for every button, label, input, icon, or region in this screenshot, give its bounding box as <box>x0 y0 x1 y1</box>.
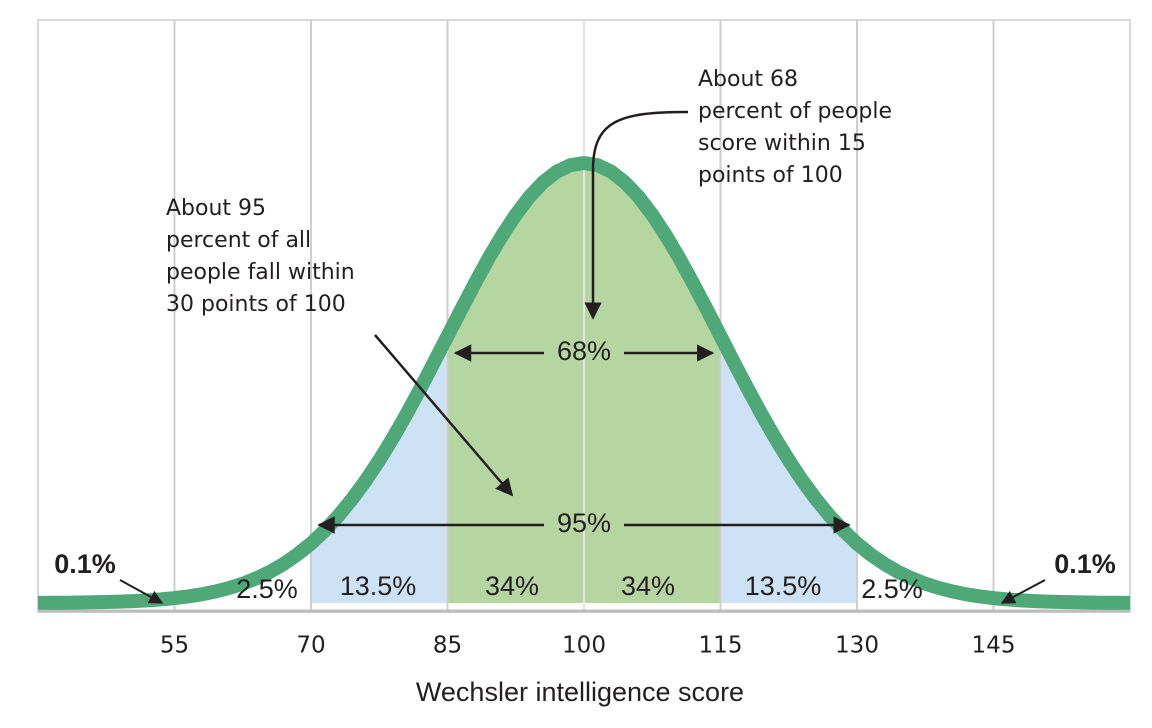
region <box>857 543 994 603</box>
region-label: 0.1% <box>54 549 116 579</box>
annotation: percent of all <box>166 228 311 253</box>
bracket-label: 68% <box>557 336 611 366</box>
x-axis-label: Wechsler intelligence score <box>416 677 744 707</box>
region-label: 2.5% <box>236 574 298 604</box>
pointer-arrow <box>119 579 164 604</box>
region-label: 0.1% <box>1054 549 1116 579</box>
x-tick-label: 70 <box>296 633 325 659</box>
x-tick-label: 85 <box>433 633 462 659</box>
annotation: points of 100 <box>698 163 843 188</box>
annotation-arrow <box>374 334 514 497</box>
annotation-arrow <box>584 110 689 320</box>
x-tick-label: 130 <box>835 633 879 659</box>
bracket-label: 95% <box>557 508 611 538</box>
annotation: percent of people <box>698 99 892 124</box>
region-label: 2.5% <box>861 574 923 604</box>
x-tick-label: 100 <box>562 633 606 659</box>
annotation: people fall within <box>166 260 355 285</box>
x-tick-label: 115 <box>699 633 743 659</box>
annotation: score within 15 <box>698 131 866 156</box>
x-tick-label: 145 <box>972 633 1016 659</box>
region-label: 13.5% <box>745 571 822 601</box>
region-label: 34% <box>485 571 539 601</box>
region <box>174 543 311 603</box>
pointer-arrow <box>1000 579 1046 604</box>
annotation: About 68 <box>698 67 798 92</box>
region-label: 34% <box>621 571 675 601</box>
x-tick-label: 55 <box>160 633 189 659</box>
region-label: 13.5% <box>340 571 417 601</box>
annotation: About 95 <box>166 196 266 221</box>
annotation: 30 points of 100 <box>166 292 346 317</box>
curve <box>37 156 1131 610</box>
